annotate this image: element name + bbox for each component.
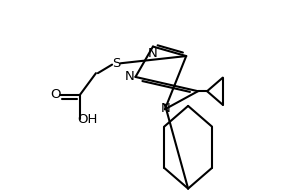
Text: N: N bbox=[125, 70, 134, 83]
Text: S: S bbox=[112, 57, 120, 70]
Text: N: N bbox=[148, 47, 158, 60]
Text: O: O bbox=[50, 89, 60, 101]
Text: OH: OH bbox=[77, 113, 97, 126]
Text: N: N bbox=[161, 102, 171, 115]
